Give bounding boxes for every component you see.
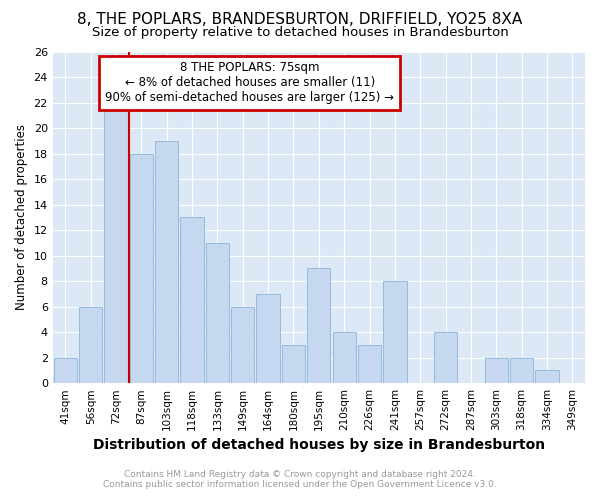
- Bar: [155, 141, 178, 383]
- Text: 8, THE POPLARS, BRANDESBURTON, DRIFFIELD, YO25 8XA: 8, THE POPLARS, BRANDESBURTON, DRIFFIELD…: [77, 12, 523, 28]
- Bar: [256, 294, 280, 383]
- Bar: [485, 358, 508, 383]
- Bar: [282, 345, 305, 383]
- Bar: [104, 102, 128, 383]
- Bar: [535, 370, 559, 383]
- Text: 8 THE POPLARS: 75sqm
← 8% of detached houses are smaller (11)
90% of semi-detach: 8 THE POPLARS: 75sqm ← 8% of detached ho…: [105, 62, 394, 104]
- Text: Contains HM Land Registry data © Crown copyright and database right 2024.
Contai: Contains HM Land Registry data © Crown c…: [103, 470, 497, 489]
- Bar: [79, 306, 103, 383]
- Bar: [53, 358, 77, 383]
- Bar: [307, 268, 331, 383]
- X-axis label: Distribution of detached houses by size in Brandesburton: Distribution of detached houses by size …: [93, 438, 545, 452]
- Bar: [358, 345, 381, 383]
- Bar: [130, 154, 153, 383]
- Bar: [383, 281, 407, 383]
- Bar: [231, 306, 254, 383]
- Bar: [332, 332, 356, 383]
- Bar: [434, 332, 457, 383]
- Bar: [510, 358, 533, 383]
- Text: Size of property relative to detached houses in Brandesburton: Size of property relative to detached ho…: [92, 26, 508, 39]
- Bar: [206, 243, 229, 383]
- Y-axis label: Number of detached properties: Number of detached properties: [15, 124, 28, 310]
- Bar: [181, 218, 204, 383]
